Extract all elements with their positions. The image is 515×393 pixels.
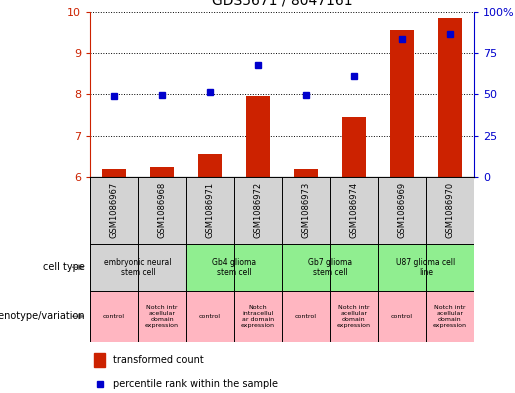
Bar: [330, 177, 378, 244]
Bar: [234, 177, 282, 244]
Bar: [198, 154, 222, 177]
Text: embryonic neural
stem cell: embryonic neural stem cell: [105, 257, 172, 277]
Bar: [378, 244, 474, 291]
Text: control: control: [391, 314, 413, 319]
Text: U87 glioma cell
line: U87 glioma cell line: [396, 257, 455, 277]
Bar: [390, 30, 414, 177]
Bar: [186, 244, 282, 291]
Bar: [282, 177, 330, 244]
Bar: [426, 291, 474, 342]
Bar: [342, 117, 366, 177]
Bar: [378, 291, 426, 342]
Bar: [378, 177, 426, 244]
Bar: [426, 177, 474, 244]
Text: GSM1086969: GSM1086969: [398, 182, 406, 238]
Text: Gb7 glioma
stem cell: Gb7 glioma stem cell: [308, 257, 352, 277]
Text: control: control: [199, 314, 221, 319]
Text: Notch intr
acellular
domain
expression: Notch intr acellular domain expression: [145, 305, 179, 327]
Bar: [438, 18, 462, 177]
Bar: [138, 291, 186, 342]
Bar: [330, 291, 378, 342]
Text: Notch
intracellul
ar domain
expression: Notch intracellul ar domain expression: [241, 305, 275, 327]
Text: GSM1086974: GSM1086974: [349, 182, 358, 238]
Bar: [102, 169, 126, 177]
Bar: [282, 291, 330, 342]
Title: GDS5671 / 8047161: GDS5671 / 8047161: [212, 0, 352, 8]
Text: Notch intr
acellular
domain
expression: Notch intr acellular domain expression: [337, 305, 371, 327]
Bar: [186, 177, 234, 244]
Text: cell type: cell type: [43, 262, 85, 272]
Bar: [186, 291, 234, 342]
Text: control: control: [295, 314, 317, 319]
Text: GSM1086971: GSM1086971: [205, 182, 215, 238]
Bar: [234, 291, 282, 342]
Text: genotype/variation: genotype/variation: [0, 311, 85, 321]
Bar: [294, 169, 318, 177]
Text: Gb4 glioma
stem cell: Gb4 glioma stem cell: [212, 257, 256, 277]
Bar: [94, 353, 106, 367]
Bar: [138, 177, 186, 244]
Text: GSM1086972: GSM1086972: [253, 182, 263, 238]
Bar: [90, 244, 186, 291]
Text: GSM1086970: GSM1086970: [445, 182, 454, 238]
Bar: [282, 244, 378, 291]
Text: GSM1086967: GSM1086967: [110, 182, 118, 239]
Text: GSM1086973: GSM1086973: [301, 182, 311, 239]
Bar: [90, 177, 138, 244]
Text: Notch intr
acellular
domain
expression: Notch intr acellular domain expression: [433, 305, 467, 327]
Bar: [246, 96, 270, 177]
Text: percentile rank within the sample: percentile rank within the sample: [113, 378, 278, 389]
Text: transformed count: transformed count: [113, 355, 204, 365]
Bar: [150, 167, 174, 177]
Text: control: control: [103, 314, 125, 319]
Bar: [90, 291, 138, 342]
Text: GSM1086968: GSM1086968: [158, 182, 166, 239]
